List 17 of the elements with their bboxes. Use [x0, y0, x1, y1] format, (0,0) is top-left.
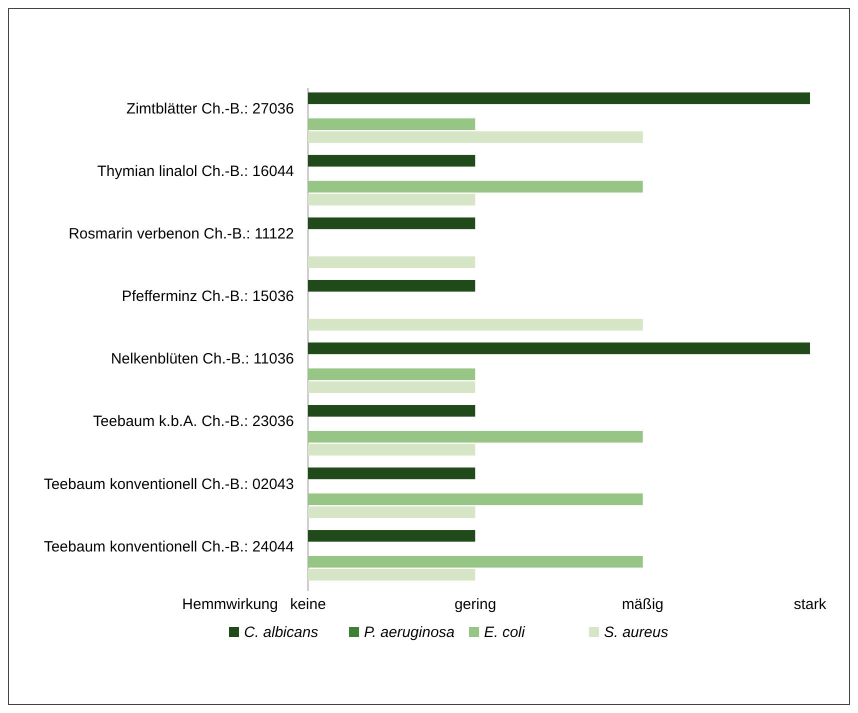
y-tick-label: Thymian linalol Ch.-B.: 16044 — [97, 163, 294, 180]
x-axis-title: Hemmwirkung — [182, 596, 278, 613]
text: gering — [454, 596, 496, 613]
y-tick-label: Teebaum k.b.A. Ch.-B.: 23036 — [93, 413, 294, 430]
y-tick-label: Rosmarin verbenon Ch.-B.: 11122 — [68, 226, 294, 243]
y-tick-label: Zimtblätter Ch.-B.: 27036 — [126, 100, 294, 118]
legend-label: S. aureus — [604, 624, 669, 641]
legend-label: E. coli — [484, 624, 526, 641]
y-tick-label: Teebaum konventionell Ch.-B.: 02043 — [44, 476, 294, 493]
text: mäßig — [622, 596, 664, 613]
y-tick-label: Pfefferminz Ch.-B.: 15036 — [122, 288, 294, 306]
legend-label: C. albicans — [244, 624, 319, 641]
legend-label: P. aeruginosa — [364, 624, 455, 641]
y-tick-label: Teebaum konventionell Ch.-B.: 24044 — [44, 538, 294, 556]
y-tick-label: Nelkenblüten Ch.-B.: 11036 — [110, 350, 294, 368]
text: stark — [794, 596, 827, 613]
text: keine — [290, 596, 326, 613]
